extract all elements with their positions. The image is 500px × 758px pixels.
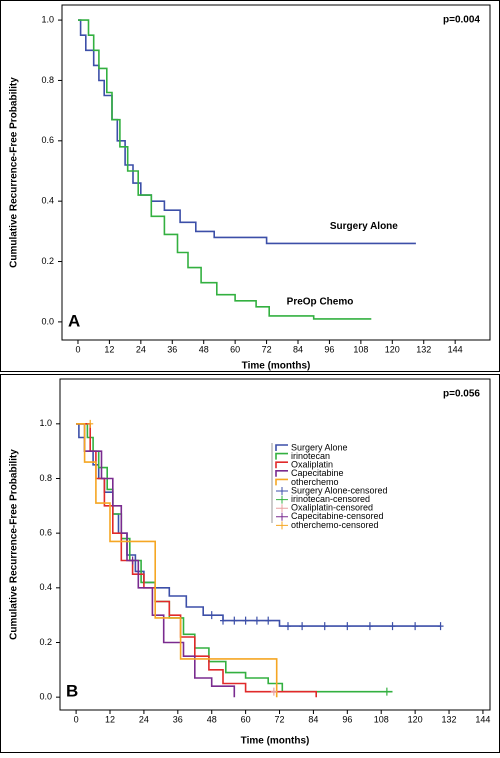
x-tick-label: 0 (75, 344, 80, 354)
y-tick-label: 0.2 (39, 637, 52, 647)
y-axis-label: Cumulative Recurrence-Free Probability (9, 77, 20, 268)
x-tick-label: 120 (385, 344, 400, 354)
legend-marker (276, 521, 288, 530)
censor-mark (220, 616, 227, 625)
x-tick-label: 120 (408, 714, 423, 724)
censor-mark (208, 611, 215, 620)
legend-label: otherchemo-censored (291, 520, 379, 530)
y-tick-label: 0.4 (39, 582, 52, 592)
censor-mark (412, 622, 419, 631)
x-tick-label: 12 (105, 714, 115, 724)
y-tick-label: 0.2 (41, 256, 54, 266)
x-tick-label: 48 (207, 714, 217, 724)
annotation: p=0.004 (443, 15, 480, 26)
legend-label: irinotecan-censored (291, 494, 370, 504)
x-tick-label: 144 (448, 344, 463, 354)
x-tick-label: 144 (475, 714, 490, 724)
x-tick-label: 0 (74, 714, 79, 724)
legend-marker (275, 470, 288, 477)
y-axis-label: Cumulative Recurrence-Free Probability (9, 449, 20, 640)
survival-curve (78, 19, 416, 245)
survival-curve (76, 423, 441, 627)
series-label: PreOp Chemo (287, 297, 354, 308)
censor-mark (129, 556, 136, 565)
y-tick-label: 0.8 (41, 75, 54, 85)
x-tick-label: 84 (308, 714, 318, 724)
legend-marker (275, 461, 288, 469)
censor-mark (231, 616, 238, 625)
legend-label: Surgery Alone-censored (291, 485, 388, 495)
y-tick-label: 1.0 (39, 418, 52, 428)
survival-curve (76, 423, 278, 698)
censor-mark (253, 616, 260, 625)
x-tick-label: 12 (104, 344, 114, 354)
x-tick-label: 72 (262, 344, 272, 354)
annotation: p=0.056 (443, 389, 480, 400)
legend-marker (276, 495, 288, 504)
survival-curve (76, 423, 393, 693)
legend-label: Oxaliplatin-censored (291, 503, 373, 513)
x-tick-label: 24 (139, 714, 149, 724)
x-tick-label: 132 (442, 714, 457, 724)
survival-curve (76, 423, 317, 698)
x-tick-label: 60 (241, 714, 251, 724)
x-tick-label: 72 (275, 714, 285, 724)
censor-mark (299, 622, 306, 631)
legend-label: Oxaliplatin (291, 460, 333, 470)
x-tick-label: 36 (173, 714, 183, 724)
legend-marker (275, 452, 288, 460)
legend-marker (276, 487, 288, 495)
censor-mark (242, 616, 249, 625)
x-tick-label: 108 (374, 714, 389, 724)
x-tick-label: 108 (353, 344, 368, 354)
x-tick-label: 84 (293, 344, 303, 354)
censor-mark (366, 622, 373, 631)
panel-label: A (68, 311, 80, 330)
y-tick-label: 0.8 (39, 473, 52, 483)
legend-marker (276, 512, 288, 521)
censor-mark (437, 622, 444, 631)
legend-marker (275, 478, 288, 486)
plot-area (59, 378, 491, 711)
censor-mark (321, 622, 328, 631)
panel-label: B (66, 681, 78, 700)
plot-area (61, 4, 491, 341)
x-tick-label: 96 (342, 714, 352, 724)
legend-label: otherchemo (291, 477, 339, 487)
y-tick-label: 0.0 (39, 692, 52, 702)
legend-label: Capecitabine (291, 468, 344, 478)
y-tick-label: 0.6 (39, 528, 52, 538)
legend-marker (275, 444, 288, 451)
censor-mark (389, 622, 396, 631)
x-tick-label: 60 (230, 344, 240, 354)
x-tick-label: 96 (324, 344, 334, 354)
censor-mark (383, 687, 390, 696)
censor-mark (284, 622, 291, 631)
y-tick-label: 0.0 (41, 316, 54, 326)
survival-curve (78, 19, 372, 320)
x-tick-label: 36 (167, 344, 177, 354)
y-tick-label: 0.4 (41, 196, 54, 206)
censor-mark (344, 622, 351, 631)
censor-mark (87, 419, 94, 428)
legend-marker (276, 504, 288, 513)
y-tick-label: 1.0 (41, 14, 54, 24)
y-tick-label: 0.6 (41, 135, 54, 145)
survival-curve (76, 423, 236, 698)
x-tick-label: 132 (416, 344, 431, 354)
x-axis-label: Time (months) (242, 361, 311, 372)
legend-label: Surgery Alone (291, 442, 348, 452)
legend-label: Capecitabine-censored (291, 511, 384, 521)
censor-mark (270, 687, 277, 696)
legend-label: irinotecan (291, 451, 330, 461)
x-tick-label: 48 (199, 344, 209, 354)
x-axis-label: Time (months) (241, 736, 310, 747)
series-label: Surgery Alone (330, 221, 398, 232)
x-tick-label: 24 (136, 344, 146, 354)
censor-mark (265, 616, 272, 625)
